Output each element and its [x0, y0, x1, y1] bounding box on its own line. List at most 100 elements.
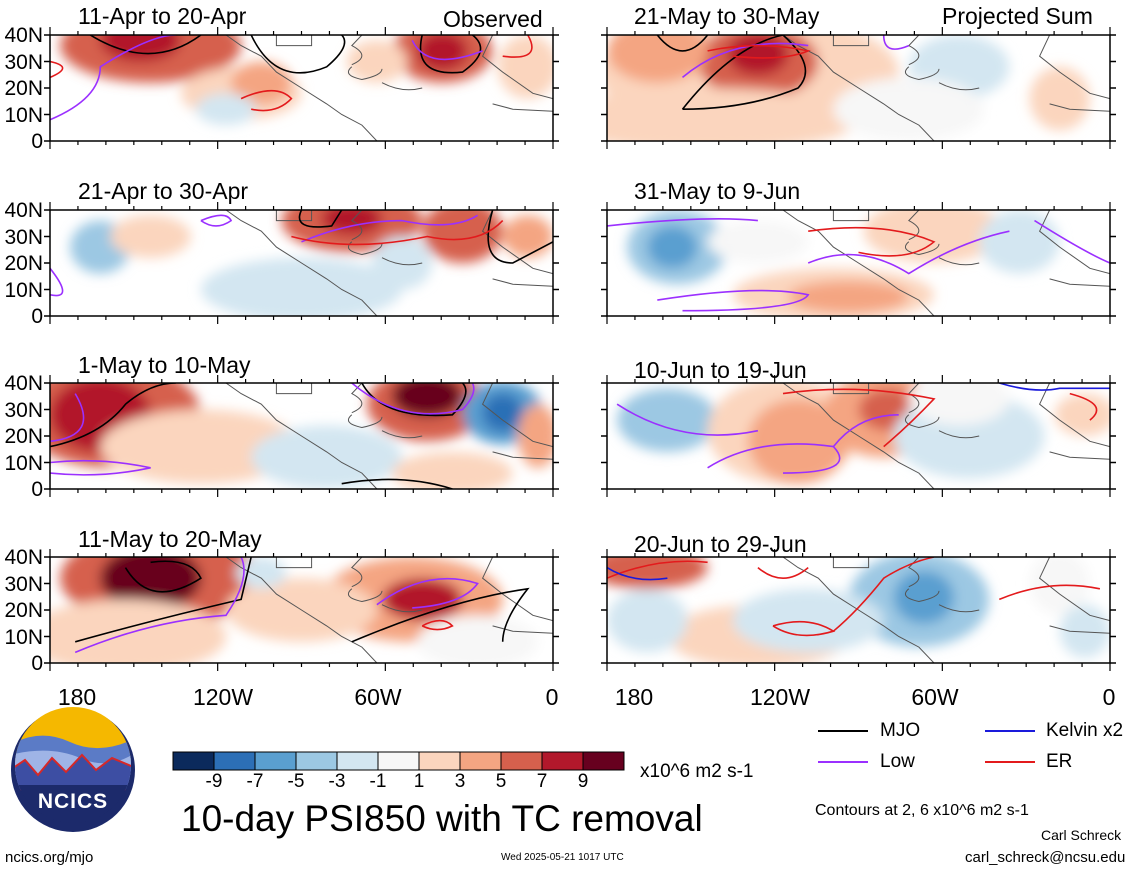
colorbar-tick-label: 3: [454, 771, 466, 792]
lat-label: 20N: [4, 252, 43, 275]
map-panel-right-3: [601, 549, 1116, 671]
coastline: [225, 383, 378, 489]
psi-anomaly-blob: [346, 40, 408, 83]
contour-line: [240, 89, 293, 112]
colorbar-tick-label: 7: [536, 771, 548, 792]
coastline: [907, 210, 920, 241]
coastline: [381, 82, 423, 91]
ncics-logo-text: NCICS: [37, 790, 109, 813]
coastline: [481, 210, 553, 275]
lon-label-180-right: 180: [614, 684, 654, 710]
coastline: [381, 257, 423, 266]
lat-label: 0: [31, 652, 43, 675]
colorbar-tick-label: -9: [205, 771, 223, 792]
contour-line: [707, 44, 811, 59]
psi-anomaly-blob: [908, 383, 1010, 426]
lat-label: 40N: [4, 199, 43, 222]
coastline: [1049, 103, 1110, 112]
lon-label-0-right: 0: [1102, 684, 1116, 710]
contour-line: [657, 289, 810, 312]
lon-label-60w-right: 60W: [911, 684, 959, 710]
projected-sum-label: Projected Sum: [942, 3, 1093, 29]
colorbar-swatch: [254, 751, 297, 771]
lat-label: 20N: [4, 425, 43, 448]
map-panel-right-2: [601, 375, 1116, 497]
coastline: [782, 210, 935, 316]
contour-line: [808, 226, 936, 257]
lat-label: 40N: [4, 546, 43, 569]
coastline: [904, 588, 940, 603]
colorbar-swatch: [377, 751, 420, 771]
lat-label: 10N: [4, 625, 43, 649]
contour-line: [487, 210, 553, 264]
coastline: [1038, 557, 1110, 622]
colorbar-swatch: [500, 751, 543, 771]
panel-title-obs-1: 11-Apr to 20-Apr: [78, 3, 247, 29]
colorbar-swatch: [541, 751, 584, 771]
coastline: [347, 414, 383, 429]
contour-line: [376, 577, 479, 609]
coastline: [1049, 278, 1110, 287]
ncics-logo: [11, 707, 135, 832]
colorbar-tick-label: -3: [328, 771, 346, 792]
coastline: [350, 557, 363, 588]
coastline: [225, 210, 378, 316]
contour-line: [1069, 392, 1098, 421]
panel-title-proj-1: 21-May to 30-May: [634, 3, 820, 29]
footer-author: Carl Schreck: [1041, 827, 1122, 843]
footer-email[interactable]: carl_schreck@ncsu.edu: [965, 849, 1126, 866]
coastline: [350, 210, 363, 241]
psi-anomaly-blob: [617, 388, 718, 452]
colorbar-swatch: [582, 751, 625, 771]
observed-label: Observed: [443, 6, 543, 32]
psi-anomaly-blob: [607, 588, 688, 653]
lat-label: 30N: [4, 398, 43, 422]
contour-line: [291, 220, 504, 246]
psi-anomaly-blob: [979, 210, 1060, 274]
main-title: 10-day PSI850 with TC removal: [181, 798, 703, 839]
coastline: [492, 451, 553, 460]
lat-label: 10N: [4, 103, 43, 127]
coastline: [1049, 625, 1110, 634]
colorbar-tick-label: 9: [577, 771, 589, 792]
contour-line: [74, 557, 245, 654]
contour-line: [351, 383, 475, 415]
footer-url[interactable]: ncics.org/mjo: [5, 849, 94, 866]
psi-anomaly-blob: [497, 35, 553, 99]
panel-title-proj-3: 10-Jun to 19-Jun: [634, 357, 807, 383]
coastline: [481, 383, 553, 448]
contour-line: [298, 210, 343, 228]
contour-line: [502, 35, 533, 58]
lon-label-120w-left: 120W: [192, 684, 254, 710]
coastline: [1038, 210, 1110, 275]
psi-anomaly-blob: [392, 451, 513, 489]
psi-anomaly-blob: [200, 257, 403, 316]
coastline: [808, 35, 870, 47]
contour-line: [757, 566, 809, 579]
lat-label: 20N: [4, 77, 43, 100]
psi-anomaly-blob: [707, 220, 809, 263]
colorbar-swatch: [459, 751, 502, 771]
contour-line: [782, 388, 936, 448]
coastline: [938, 430, 980, 439]
contour-line: [681, 42, 809, 79]
colorbar-tick-label: 1: [413, 771, 425, 792]
contour-line: [50, 60, 64, 79]
psi-anomaly-blob: [1059, 604, 1110, 658]
contour-line: [707, 443, 841, 474]
coastline: [251, 210, 313, 222]
psi-anomaly-blob: [422, 210, 503, 263]
lon-label-180-left: 180: [57, 684, 97, 710]
lat-label: 0: [31, 130, 43, 153]
coastline: [904, 414, 940, 429]
colorbar-tick-label: -5: [287, 771, 305, 792]
coastline: [492, 103, 553, 112]
coastline: [904, 66, 940, 81]
contour-line: [998, 584, 1101, 601]
coastline: [350, 383, 363, 414]
contour-line: [656, 35, 709, 52]
contour-line: [999, 383, 1110, 391]
contour-line: [807, 230, 1010, 275]
colorbar-swatch: [418, 751, 461, 771]
